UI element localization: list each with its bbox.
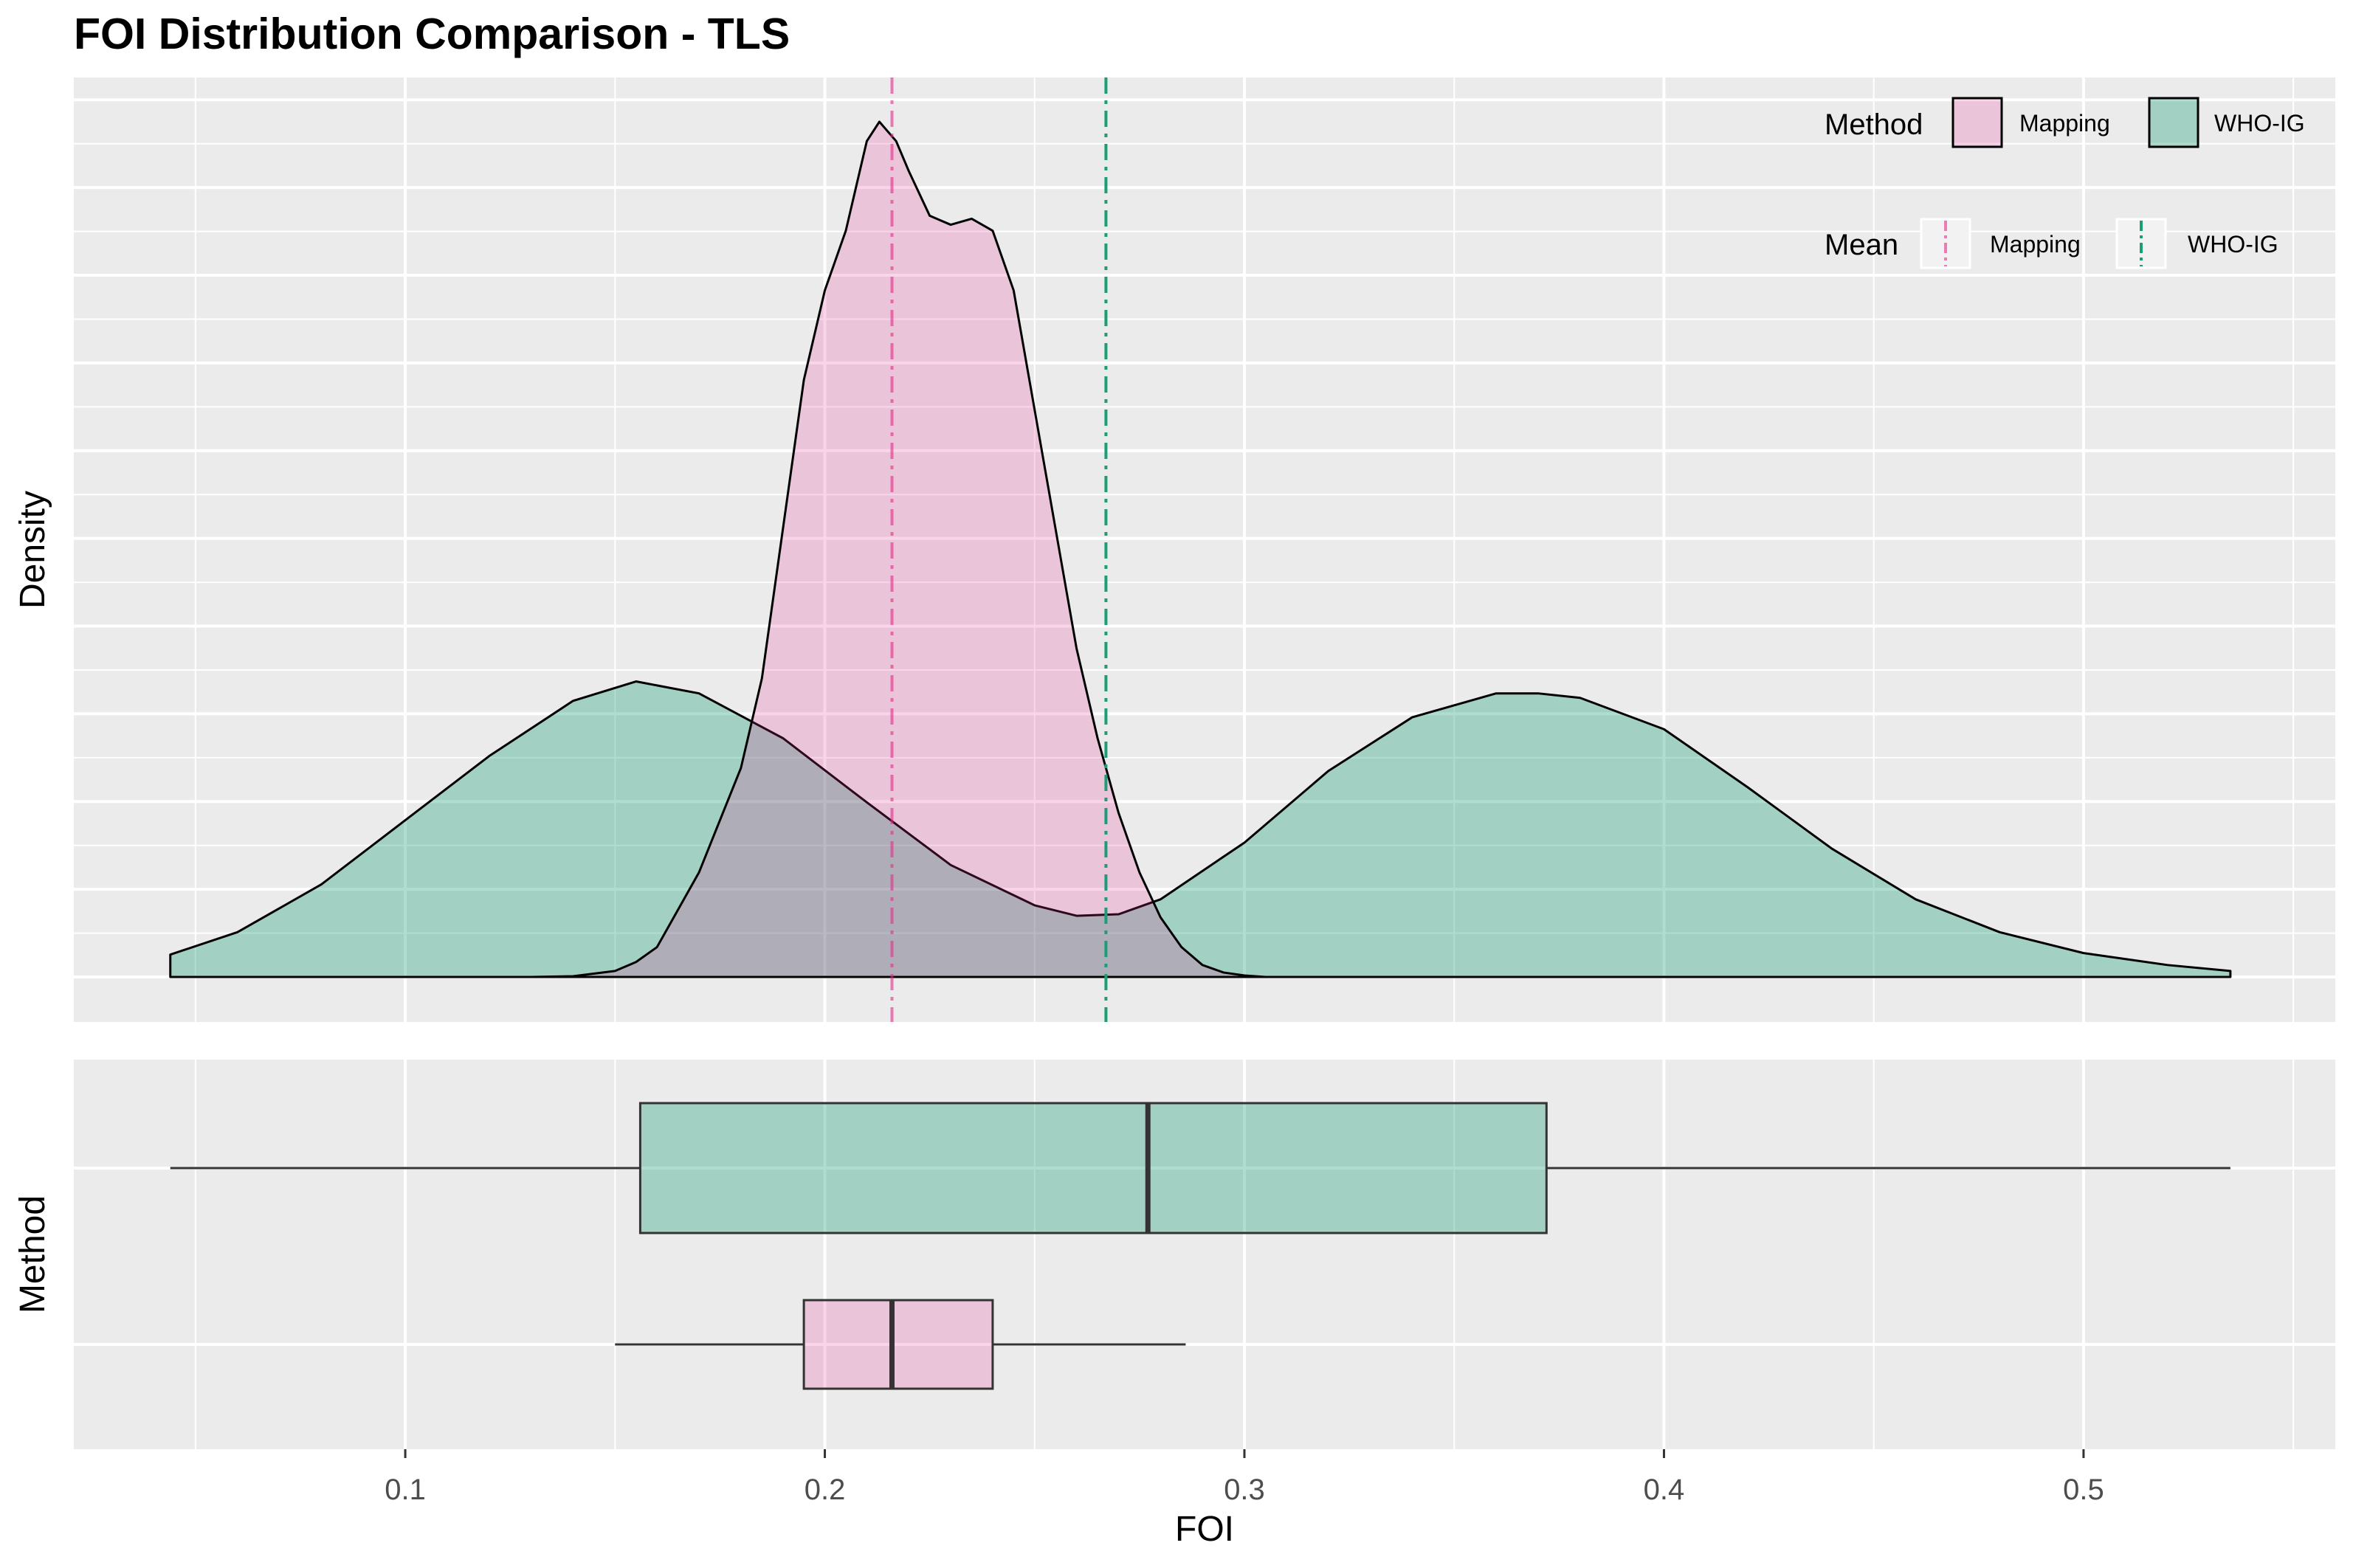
legend-swatch-mapping — [1951, 97, 2003, 148]
legend-label-mapping: Mapping — [2019, 110, 2110, 137]
density-mean-lines — [890, 77, 1108, 1022]
density-gridlines — [74, 77, 2335, 1022]
box-who-ig — [638, 1102, 1548, 1234]
boxplots — [170, 1102, 2230, 1390]
density-area-mapping — [530, 120, 1267, 978]
legend-mean-title: Mean — [1825, 229, 1898, 261]
legend-mean-label-who-ig: WHO-IG — [2188, 231, 2278, 258]
legend-method-title: Method — [1825, 108, 1923, 141]
legend-swatch-who-ig — [2148, 97, 2199, 148]
chart-title: FOI Distribution Comparison - TLS — [74, 10, 790, 58]
legend-mean-label-mapping: Mapping — [1990, 231, 2081, 258]
x-axis-title: FOI — [1175, 1510, 1234, 1549]
density-areas — [169, 120, 2232, 978]
legend-mean: Mean Mapping WHO-IG — [1825, 218, 2278, 269]
boxplot-panel-background — [74, 1060, 2335, 1449]
legend-label-who-ig: WHO-IG — [2214, 110, 2305, 137]
x-tick-label: 0.1 — [385, 1474, 426, 1506]
x-tick-label: 0.2 — [805, 1474, 846, 1506]
x-tick-label: 0.5 — [2063, 1474, 2104, 1506]
method-y-axis-title: Method — [13, 1195, 52, 1313]
density-y-axis-title: Density — [13, 491, 52, 609]
x-tick-label: 0.3 — [1224, 1474, 1265, 1506]
density-area-who-ig — [169, 680, 2232, 978]
legend-method: Method Mapping WHO-IG — [1825, 97, 2305, 148]
x-axis-ticks: 0.1 0.2 0.3 0.4 0.5 — [385, 1449, 2104, 1506]
x-tick-label: 0.4 — [1644, 1474, 1685, 1506]
box-mapping — [802, 1299, 994, 1390]
